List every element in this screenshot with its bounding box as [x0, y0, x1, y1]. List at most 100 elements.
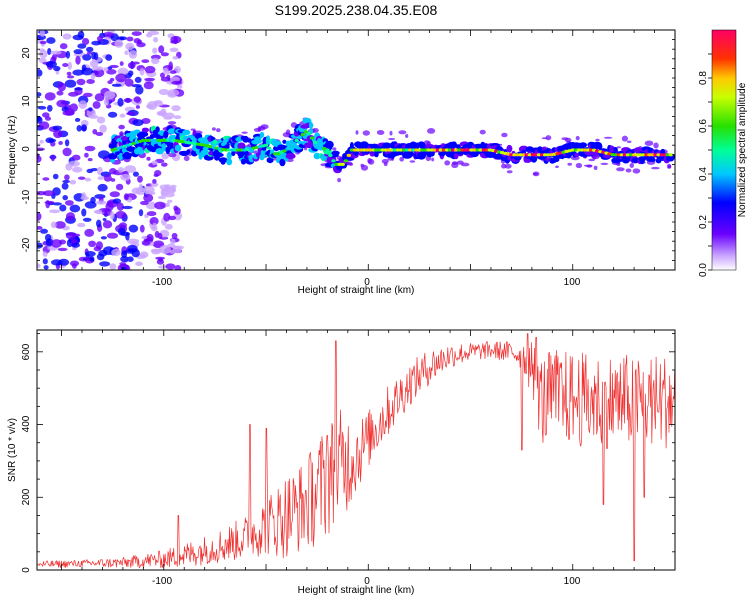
ridge-halo	[279, 158, 286, 167]
ridge-halo	[596, 144, 603, 150]
spectrogram-xlabel: Height of straight line (km)	[298, 285, 415, 296]
colorbar-label: Normalized spectral amplitude	[737, 82, 748, 217]
ridge-halo	[349, 142, 354, 149]
snr-xtick-label: 100	[564, 576, 581, 587]
ridge-core	[294, 138, 299, 142]
noise-speckle	[51, 239, 62, 248]
ridge-core	[368, 148, 373, 152]
ridge-core	[150, 138, 155, 142]
noise-speckle	[150, 182, 159, 187]
ridge-core	[236, 148, 241, 152]
noise-speckle	[69, 260, 80, 267]
noise-speckle	[37, 263, 41, 269]
halo-speckle	[593, 165, 598, 170]
noise-speckle	[42, 177, 50, 181]
noise-speckle	[90, 72, 96, 81]
ridge-core	[647, 153, 652, 157]
ridge-core	[303, 130, 309, 134]
halo-speckle	[405, 134, 409, 138]
ridge-halo	[398, 150, 404, 156]
ridge-core	[141, 138, 146, 142]
halo-speckle	[362, 130, 370, 136]
noise-speckle	[158, 45, 165, 54]
spectrogram-ytick-label: -10	[21, 189, 32, 204]
ridge-core	[331, 159, 336, 163]
ridge-core	[386, 148, 391, 152]
halo-speckle	[337, 178, 341, 183]
ridge-halo	[455, 144, 461, 149]
noise-speckle	[84, 145, 96, 152]
noise-speckle	[38, 48, 46, 52]
ridge-core	[668, 153, 674, 157]
noise-speckle	[170, 40, 179, 44]
noise-speckle	[132, 119, 144, 127]
noise-speckle	[143, 194, 154, 202]
noise-speckle	[124, 165, 137, 173]
halo-speckle	[545, 135, 552, 141]
ridge-core	[613, 153, 618, 157]
ridge-core	[638, 153, 643, 157]
ridge-core	[273, 152, 278, 156]
ridge-halo	[302, 117, 312, 124]
noise-speckle	[149, 217, 159, 226]
ridge-core	[337, 162, 342, 166]
noise-speckle	[78, 100, 88, 109]
noise-speckle	[97, 183, 108, 192]
noise-speckle	[121, 267, 127, 270]
noise-speckle	[97, 176, 105, 181]
ridge-halo	[174, 144, 182, 152]
ridge-halo	[155, 148, 164, 155]
noise-speckle	[94, 93, 105, 102]
noise-speckle	[69, 204, 81, 213]
spectrogram-ticks	[37, 29, 676, 271]
noise-speckle	[99, 261, 111, 267]
noise-speckle	[49, 209, 60, 214]
noise-speckle	[173, 115, 182, 120]
noise-speckle	[81, 124, 87, 132]
noise-speckle	[163, 212, 171, 222]
ridge-core	[159, 138, 164, 142]
ridge-core	[168, 138, 174, 142]
noise-speckle	[167, 199, 173, 203]
ridge-core	[358, 148, 364, 152]
noise-speckle	[53, 129, 63, 139]
spectrogram-heatmap	[37, 30, 675, 270]
noise-speckle	[171, 105, 181, 112]
ridge-core	[144, 138, 149, 142]
noise-speckle	[111, 248, 121, 256]
ridge-halo	[282, 139, 287, 144]
noise-speckle	[169, 70, 177, 74]
snr-xtick-label: -100	[152, 576, 172, 587]
ridge-core	[282, 149, 287, 153]
noise-speckle	[102, 218, 107, 221]
noise-speckle	[37, 226, 43, 230]
snr-ytick-label: 600	[21, 343, 32, 360]
noise-speckle	[46, 37, 56, 44]
ridge-core	[319, 145, 324, 149]
noise-speckle	[124, 78, 134, 87]
noise-speckle	[172, 245, 182, 254]
ridge-core	[460, 148, 465, 152]
ridge-halo	[163, 130, 169, 139]
ridge-halo	[633, 157, 639, 164]
halo-speckle	[409, 160, 416, 163]
noise-speckle	[86, 51, 93, 55]
halo-speckle	[388, 138, 396, 140]
snr-frame	[36, 329, 676, 571]
noise-speckle	[107, 66, 113, 70]
noise-speckle	[128, 224, 139, 233]
noise-speckle	[50, 221, 57, 229]
noise-speckle	[111, 83, 122, 87]
noise-speckle	[135, 105, 140, 109]
noise-speckle	[42, 112, 50, 118]
noise-speckle	[170, 238, 176, 245]
spectrogram-ytick-label: 0	[21, 146, 32, 152]
noise-speckle	[103, 174, 112, 182]
ridge-core	[441, 148, 447, 152]
noise-speckle	[117, 97, 124, 107]
spectrogram-xtick-label: 100	[564, 277, 581, 288]
chart-title: S199.2025.238.04.35.E08	[275, 2, 438, 18]
noise-speckle	[37, 212, 42, 221]
noise-speckle	[76, 125, 82, 132]
